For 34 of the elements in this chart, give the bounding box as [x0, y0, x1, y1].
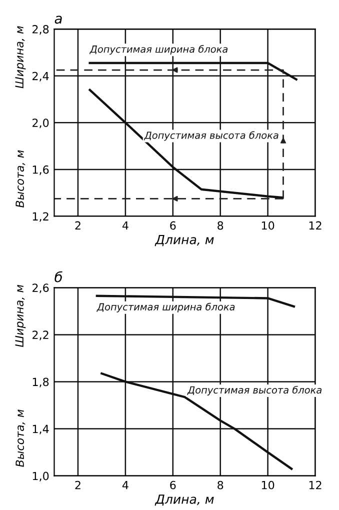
x-axis-title: Длина, м	[154, 494, 214, 506]
y-tick-label: 2,6	[32, 284, 49, 294]
x-tick-label: 6	[170, 221, 176, 230]
y-tick-label: 2,4	[32, 72, 49, 82]
y-tick-label: 2,0	[32, 118, 49, 128]
x-tick-label: 4	[122, 481, 128, 490]
text: Ширина, м	[15, 26, 26, 88]
series-label: Допустимая ширина блока	[89, 45, 228, 55]
x-tick-label: 8	[218, 480, 224, 490]
y-tick-label: 2,2	[32, 330, 48, 340]
y-tick-label: 1,6	[32, 165, 49, 175]
chart-title: а	[54, 16, 62, 24]
chart-title: б	[54, 271, 62, 282]
y-tick-label: 2,8	[32, 25, 49, 35]
text: Ширина, м	[15, 284, 26, 348]
x-tick-label: 12	[309, 221, 322, 230]
x-tick-label: 10	[262, 480, 274, 490]
x-tick-label: 2	[75, 480, 80, 490]
x-tick-label: 6	[170, 480, 176, 490]
x-tick-label: 12	[309, 480, 322, 490]
y-tick-label: 1,8	[32, 378, 49, 388]
x-axis-title: Длина, м	[154, 235, 214, 246]
x-tick-label: 10	[262, 221, 274, 230]
y-tick-label: 1,0	[32, 472, 49, 482]
y-axis-title: Высота, м	[16, 410, 26, 467]
series-label: Допустимая высота блока	[144, 131, 278, 141]
y-tick-label: 1,4	[32, 424, 49, 434]
x-tick-label: 4	[122, 221, 128, 230]
y-tick-label: 1,2	[32, 212, 48, 222]
series-label: Допустимая ширина блока	[96, 302, 235, 312]
series-label: Допустимая высота блока	[187, 386, 322, 396]
x-tick-label: 8	[218, 221, 224, 230]
y-axis-title: Высота, м	[16, 150, 26, 208]
x-tick-label: 2	[75, 221, 80, 230]
